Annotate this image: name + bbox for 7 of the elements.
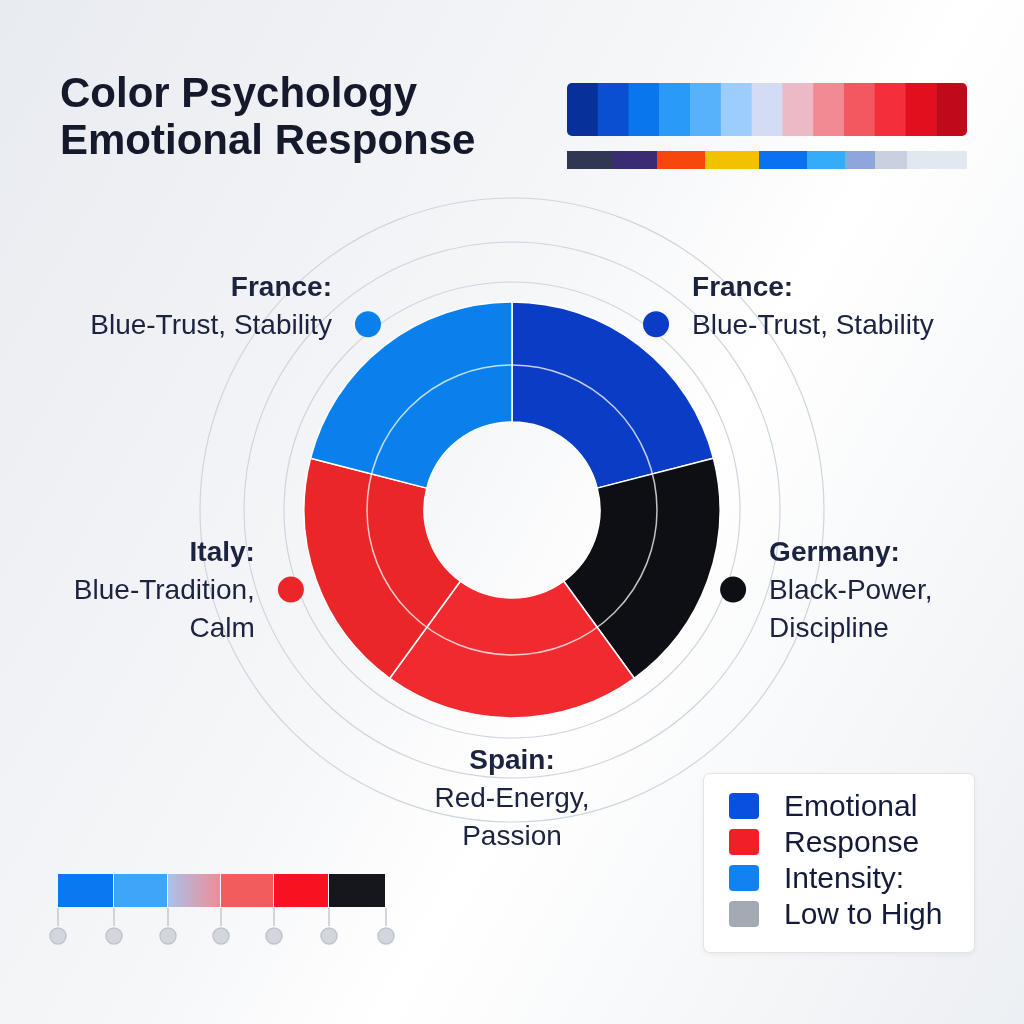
slice-label: France: Blue-Trust, Stability xyxy=(90,270,332,340)
text: Emotional Response Intensity: Low to High xyxy=(784,788,943,932)
chart-title: Color Psychology Emotional Response xyxy=(60,69,476,163)
legend-label: Germany: Black-Power, Discipline xyxy=(769,536,933,644)
slice-label: Italy: Blue-Tradition, Calm xyxy=(73,536,255,644)
legend-label: France: Blue-Trust, Stability xyxy=(692,270,934,340)
slice-label: Spain: Red-Energy, Passion xyxy=(434,743,590,851)
